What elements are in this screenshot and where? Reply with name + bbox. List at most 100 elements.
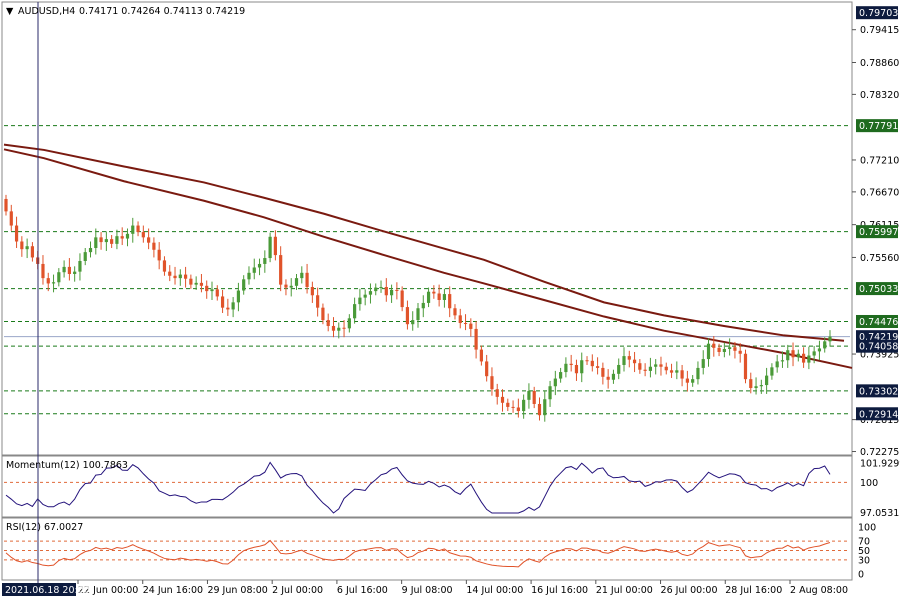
candle (500, 389, 505, 412)
candle (617, 358, 621, 380)
price-badge (856, 407, 898, 421)
candle-body (358, 297, 362, 305)
candle (696, 361, 700, 385)
candle-body (622, 356, 626, 365)
candle (178, 269, 182, 286)
rsi-tick-label: 100 (858, 523, 876, 534)
candle-body (173, 275, 177, 279)
candle (632, 351, 637, 373)
candle-body (595, 366, 600, 368)
candle (416, 302, 420, 328)
candle (659, 356, 663, 376)
candle-body (796, 353, 800, 358)
rsi-line (5, 539, 831, 568)
candle (728, 338, 732, 356)
rsi-series (4, 539, 850, 568)
candle-body (733, 347, 737, 351)
candles (4, 194, 832, 422)
candle-body (46, 278, 50, 284)
candle-body (559, 372, 563, 379)
candle (316, 287, 320, 317)
candle-body (580, 360, 584, 374)
candle-body (511, 406, 515, 408)
price-tick-label: 0.77210 (860, 155, 899, 166)
candle (215, 285, 219, 301)
candle-body (347, 318, 351, 329)
time-axis: 22 Jun 00:00 24 Jun 16:00 29 Jun 08:00 2 Ju… (77, 580, 848, 596)
candle (643, 363, 647, 377)
moving-average-line (3, 148, 853, 369)
candle (522, 394, 526, 419)
price-badge-label: 0.74058 (859, 342, 898, 353)
candle (83, 247, 87, 266)
candle-body (632, 359, 637, 364)
momentum-pane[interactable] (1, 455, 853, 518)
rsi-tick-label: 30 (858, 555, 870, 566)
price-badge (856, 384, 898, 398)
time-tick-label: 16 Jul 16:00 (531, 585, 588, 596)
candle (738, 343, 742, 363)
level-badge-label: 0.75033 (859, 284, 898, 295)
candle (765, 367, 769, 394)
rsi-label: RSI(12) 67.0027 (6, 522, 83, 533)
candle (828, 330, 832, 347)
level-badge-label: 0.75997 (859, 227, 898, 238)
candle (147, 228, 151, 250)
candle-body (210, 289, 214, 292)
candle (411, 311, 415, 331)
candle (353, 297, 357, 324)
candle (310, 281, 314, 303)
candle (231, 297, 235, 318)
candle (701, 350, 705, 375)
price-tick-label: 0.72275 (860, 447, 899, 458)
candle-body (823, 341, 827, 349)
candle-body (300, 272, 304, 279)
candle-body (627, 356, 631, 360)
candle (421, 295, 425, 318)
candle-body (389, 289, 394, 296)
time-tick-label: 29 Jun 08:00 (207, 585, 267, 596)
price-tick-label: 0.78860 (860, 58, 899, 69)
candle (136, 221, 140, 237)
candle (194, 276, 198, 290)
candle (347, 314, 351, 333)
price-badge (856, 6, 898, 20)
candle (157, 242, 161, 270)
candle (823, 337, 827, 353)
candle-body (722, 349, 726, 352)
candle (73, 266, 77, 282)
candle (506, 398, 510, 412)
candle-body (20, 241, 24, 250)
price-tick-label: 0.79415 (860, 25, 899, 36)
momentum-series (4, 461, 850, 514)
candle-body (316, 295, 320, 308)
candle-body (590, 360, 594, 367)
candle (654, 359, 658, 375)
candle (574, 359, 579, 381)
time-tick-label: 2 Aug 08:00 (790, 585, 848, 596)
candle-body (326, 320, 330, 326)
price-tick-label: 0.75560 (860, 253, 899, 264)
candle (14, 216, 19, 248)
candle-body (67, 266, 71, 274)
candle-body (110, 239, 114, 244)
candle (363, 289, 367, 306)
candle-body (500, 396, 505, 403)
candle (99, 232, 103, 250)
candle-body (490, 376, 494, 390)
candle-body (400, 290, 404, 308)
horizontal-levels (4, 125, 850, 415)
candle (162, 256, 167, 276)
candle (485, 354, 489, 382)
price-tick-label: 0.76670 (860, 187, 899, 198)
candle-body (664, 366, 668, 371)
candle (9, 204, 13, 231)
candle (601, 362, 605, 385)
candle (680, 364, 684, 387)
candle (67, 258, 71, 281)
price-pane[interactable] (1, 1, 853, 456)
candle (273, 230, 277, 261)
candle-body (379, 286, 383, 288)
candle (326, 313, 330, 332)
